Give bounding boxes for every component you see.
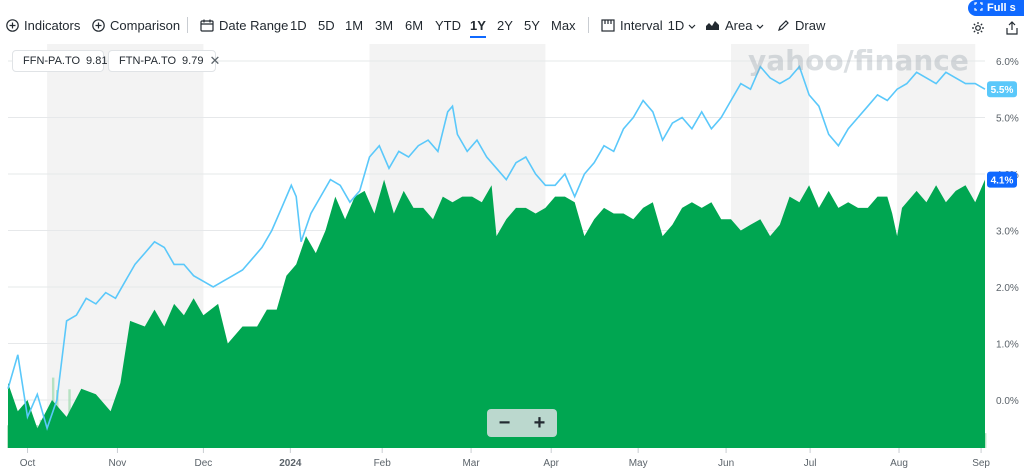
zoom-control: − + bbox=[487, 409, 557, 437]
toolbar-divider bbox=[588, 17, 589, 33]
range-5y-label: 5Y bbox=[524, 17, 540, 33]
chart-toolbar: Indicators Comparison Date Range 1D 5D 1… bbox=[0, 0, 1024, 42]
x-tick-label: Sep bbox=[972, 458, 990, 469]
fullscreen-button[interactable]: Full s bbox=[968, 0, 1024, 16]
range-1d[interactable]: 1D bbox=[290, 12, 307, 38]
range-2y-label: 2Y bbox=[497, 17, 513, 33]
yahoo-finance-watermark: yahoo/finance bbox=[748, 44, 969, 77]
settings-button[interactable] bbox=[971, 16, 985, 42]
zoom-out-button[interactable]: − bbox=[498, 411, 511, 434]
draw-label: Draw bbox=[795, 17, 826, 33]
range-5d-label: 5D bbox=[318, 17, 335, 33]
range-max[interactable]: Max bbox=[551, 12, 576, 38]
range-2y[interactable]: 2Y bbox=[497, 12, 513, 38]
range-6m[interactable]: 6M bbox=[405, 12, 423, 38]
legend-value: 9.81 bbox=[86, 55, 108, 67]
x-tick-label: Nov bbox=[109, 458, 127, 469]
last-value-labels: 4.1% 5.5% bbox=[987, 81, 1017, 188]
share-button[interactable] bbox=[1006, 16, 1018, 42]
x-tick-label: Jul bbox=[804, 458, 817, 469]
range-5y[interactable]: 5Y bbox=[524, 12, 540, 38]
y-tick-label: 6.0% bbox=[996, 57, 1019, 68]
series-line-layer bbox=[7, 65, 986, 431]
active-range-underline bbox=[470, 36, 486, 38]
x-tick-label: Dec bbox=[195, 458, 213, 469]
range-1y[interactable]: 1Y bbox=[470, 12, 486, 38]
range-1d-label: 1D bbox=[290, 17, 307, 33]
range-6m-label: 6M bbox=[405, 17, 424, 33]
range-ytd-label: YTD bbox=[435, 17, 461, 33]
y-tick-label: 3.0% bbox=[996, 226, 1019, 237]
interval-label: Interval bbox=[620, 17, 663, 33]
range-3m[interactable]: 3M bbox=[375, 12, 393, 38]
range-1y-label: 1Y bbox=[470, 17, 486, 33]
comparison-button[interactable]: Comparison bbox=[92, 12, 180, 38]
legend-value: 9.79 bbox=[182, 55, 204, 67]
indicators-button[interactable]: Indicators bbox=[6, 12, 80, 38]
range-ytd[interactable]: YTD bbox=[435, 12, 461, 38]
chevron-down-icon bbox=[756, 18, 764, 33]
indicators-label: Indicators bbox=[24, 17, 81, 33]
share-icon bbox=[1006, 20, 1018, 38]
y-tick-label: 2.0% bbox=[996, 283, 1019, 294]
y-tick-label: 5.0% bbox=[996, 113, 1019, 124]
x-tick-label: 2024 bbox=[279, 458, 302, 469]
date-range-label: Date Range bbox=[219, 17, 289, 33]
y-axis: 6.0%5.0%4.0%3.0%2.0%1.0%0.0% bbox=[996, 57, 1019, 407]
chart-type-button[interactable]: Area bbox=[705, 12, 764, 38]
y-tick-label: 1.0% bbox=[996, 339, 1019, 350]
draw-button[interactable]: Draw bbox=[777, 12, 825, 38]
series-line-ftn bbox=[7, 65, 986, 431]
last-value-text: 5.5% bbox=[991, 85, 1014, 96]
x-tick-label: Mar bbox=[462, 458, 480, 469]
toolbar-divider bbox=[187, 17, 188, 33]
legend-chip-comparison[interactable]: FTN-PA.TO 9.79 ✕ bbox=[108, 50, 220, 72]
range-1m-label: 1M bbox=[345, 17, 364, 33]
interval-value: 1D bbox=[667, 17, 685, 33]
calendar-icon bbox=[200, 19, 214, 32]
date-range-button[interactable]: Date Range bbox=[200, 12, 288, 38]
range-5d[interactable]: 5D bbox=[318, 12, 335, 38]
last-value-text: 4.1% bbox=[991, 176, 1014, 187]
legend-chip-primary[interactable]: FFN-PA.TO 9.81 bbox=[12, 50, 108, 72]
x-tick-label: May bbox=[629, 458, 648, 469]
range-max-label: Max bbox=[551, 17, 576, 33]
x-tick-label: Apr bbox=[543, 458, 559, 469]
zoom-in-button[interactable]: + bbox=[533, 411, 546, 434]
last-value-badge bbox=[987, 81, 1017, 98]
x-axis: Oct Nov Dec 2024 Feb Mar Apr May Jun Jul Aug Sep bbox=[20, 448, 990, 469]
legend-symbol: FFN-PA.TO bbox=[23, 55, 81, 67]
x-tick-label: Jun bbox=[718, 458, 734, 469]
gear-icon bbox=[971, 21, 985, 38]
expand-icon bbox=[974, 2, 983, 14]
y-tick-label: 0.0% bbox=[996, 396, 1019, 407]
x-tick-label: Aug bbox=[890, 458, 908, 469]
x-tick-label: Feb bbox=[374, 458, 392, 469]
x-tick-label: Oct bbox=[20, 458, 36, 469]
plus-circle-icon bbox=[92, 18, 105, 32]
plus-circle-icon bbox=[6, 18, 19, 32]
interval-button[interactable]: Interval 1D bbox=[601, 12, 696, 38]
close-icon[interactable]: ✕ bbox=[209, 53, 221, 68]
area-chart-icon bbox=[705, 19, 720, 31]
series-area-ffn bbox=[8, 179, 985, 448]
legend-symbol: FTN-PA.TO bbox=[119, 55, 177, 67]
chevron-down-icon bbox=[688, 18, 696, 33]
pencil-icon bbox=[777, 19, 790, 32]
interval-icon bbox=[601, 18, 615, 32]
volume-bar bbox=[984, 433, 987, 448]
fullscreen-label: Full s bbox=[987, 2, 1016, 14]
comparison-label: Comparison bbox=[110, 17, 181, 33]
series-area-layer bbox=[8, 179, 985, 448]
last-value-badge bbox=[987, 171, 1017, 188]
range-1m[interactable]: 1M bbox=[345, 12, 363, 38]
chart-type-label: Area bbox=[725, 17, 753, 33]
range-3m-label: 3M bbox=[375, 17, 394, 33]
